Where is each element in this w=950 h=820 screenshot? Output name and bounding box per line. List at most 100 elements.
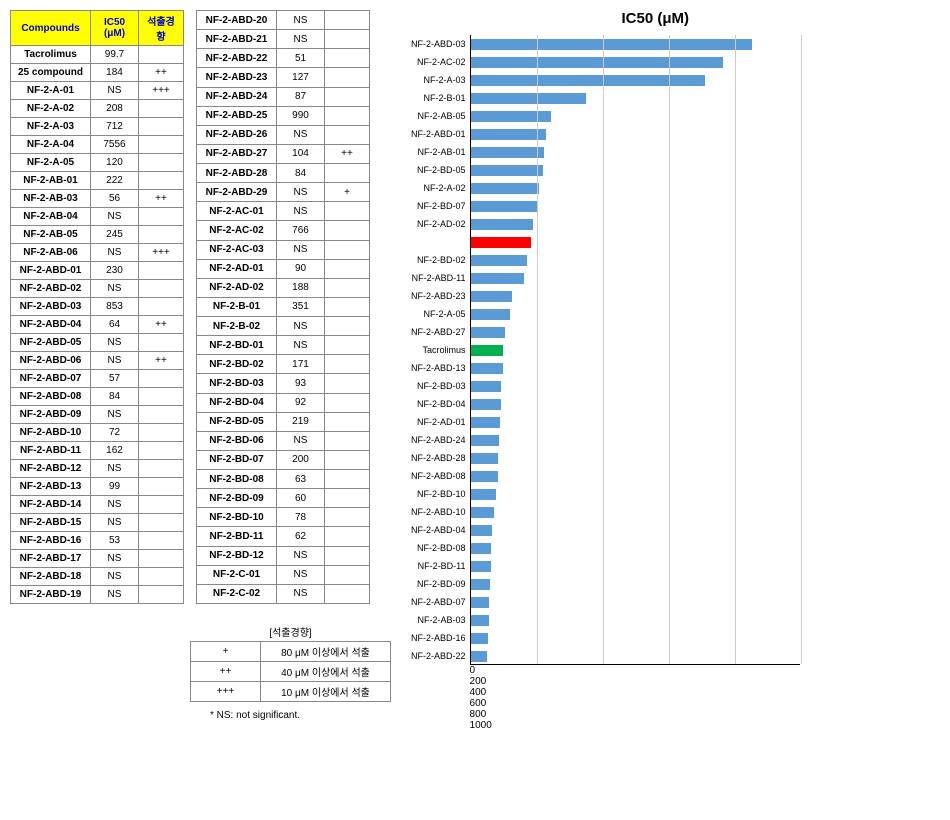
compounds-table-1: CompoundsIC50 (μM)석출경향Tacrolimus99.725 c…: [10, 10, 184, 604]
table-cell: 120: [91, 154, 139, 172]
table-row: NF-2-ABD-15NS: [11, 514, 184, 532]
table-cell: ++: [139, 316, 184, 334]
table-cell: [139, 442, 184, 460]
chart-bar: [471, 219, 533, 230]
table-cell: ++: [139, 64, 184, 82]
chart-bar: [471, 489, 497, 500]
chart-body: NF-2-ABD-03NF-2-AC-02NF-2-A-03NF-2-B-01N…: [411, 35, 800, 680]
table-cell: 99: [91, 478, 139, 496]
table-row: NF-2-BD-0393: [197, 374, 370, 393]
table-cell: NF-2-ABD-12: [11, 460, 91, 478]
chart-bar: [471, 147, 544, 158]
table-cell: [325, 164, 370, 183]
table-cell: NS: [91, 406, 139, 424]
table-row: NF-2-ABD-01230: [11, 262, 184, 280]
table-cell: 208: [91, 100, 139, 118]
table-cell: 200: [277, 450, 325, 469]
chart-bar-row: [471, 359, 800, 377]
chart-bar-row: [471, 35, 800, 53]
chart-x-label: 0: [470, 665, 800, 676]
table-row: NF-2-AC-02766: [197, 221, 370, 240]
table-cell: NF-2-BD-04: [197, 393, 277, 412]
chart-bar-row: [471, 593, 800, 611]
chart-y-label: NF-2-ABD-01: [411, 125, 466, 143]
chart-y-label: NF-2-ABD-11: [412, 269, 466, 287]
chart-bar: [471, 579, 491, 590]
chart-bar-row: [471, 557, 800, 575]
table-cell: NF-2-ABD-13: [11, 478, 91, 496]
table-row: NF-2-AB-04NS: [11, 208, 184, 226]
table-cell: NS: [277, 125, 325, 144]
table-cell: [139, 334, 184, 352]
table-cell: ++: [139, 352, 184, 370]
chart-bar: [471, 255, 527, 266]
chart-y-label: NF-2-BD-02: [417, 251, 466, 269]
chart-y-label: NF-2-AC-02: [417, 53, 466, 71]
table-cell: NF-2-ABD-25: [197, 106, 277, 125]
chart-x-axis: 02004006008001000: [470, 665, 800, 680]
table-row: NF-2-AB-05245: [11, 226, 184, 244]
table-cell: 92: [277, 393, 325, 412]
chart-x-label: 600: [470, 698, 800, 709]
table-cell: NF-2-AC-03: [197, 240, 277, 259]
table-row: NF-2-A-01NS+++: [11, 82, 184, 100]
table-cell: 90: [277, 259, 325, 278]
chart-bar-row: [471, 251, 800, 269]
chart-y-label: NF-2-B-01: [424, 89, 466, 107]
table-cell: NF-2-AB-01: [11, 172, 91, 190]
table-row: NF-2-ABD-11162: [11, 442, 184, 460]
table-cell: +++: [139, 244, 184, 262]
table-row: NF-2-ABD-23127: [197, 68, 370, 87]
chart-bar-row: [471, 503, 800, 521]
table-cell: [325, 278, 370, 297]
table-cell: NF-2-ABD-16: [11, 532, 91, 550]
chart-y-label: NF-2-AB-03: [418, 611, 466, 629]
table-cell: NF-2-AB-03: [11, 190, 91, 208]
tables-row: CompoundsIC50 (μM)석출경향Tacrolimus99.725 c…: [10, 10, 391, 604]
chart-y-label: NF-2-BD-09: [417, 575, 466, 593]
table-cell: 712: [91, 118, 139, 136]
table-cell: 351: [277, 297, 325, 316]
table-cell: NF-2-ABD-04: [11, 316, 91, 334]
table-row: NF-2-ABD-21NS: [197, 30, 370, 49]
chart-bar: [471, 273, 524, 284]
table-cell: NF-2-AB-05: [11, 226, 91, 244]
chart-bar: [471, 165, 543, 176]
chart-bar-row: [471, 125, 800, 143]
chart-bar-row: [471, 413, 800, 431]
table-row: NF-2-BD-05219: [197, 412, 370, 431]
chart-bar-row: [471, 143, 800, 161]
table-cell: ++: [139, 190, 184, 208]
table-cell: 7556: [91, 136, 139, 154]
table-row: NF-2-ABD-1653: [11, 532, 184, 550]
table-cell: NS: [91, 568, 139, 586]
table-row: NF-2-ABD-0884: [11, 388, 184, 406]
chart-plot-wrap: 02004006008001000: [470, 35, 800, 680]
table-cell: [139, 262, 184, 280]
table-row: NF-2-ABD-27104++: [197, 144, 370, 163]
chart-bar-row: [471, 233, 800, 251]
table-cell: ++: [325, 144, 370, 163]
table-cell: 219: [277, 412, 325, 431]
chart-bar-row: [471, 341, 800, 359]
chart-y-label: NF-2-BD-10: [417, 485, 466, 503]
table-cell: [325, 450, 370, 469]
table-cell: 62: [277, 527, 325, 546]
table-cell: 84: [91, 388, 139, 406]
table-cell: NS: [91, 82, 139, 100]
table-cell: NS: [277, 431, 325, 450]
legend-desc: 40 μM 이상에서 석출: [261, 662, 391, 682]
table-cell: [139, 172, 184, 190]
table-row: NF-2-ABD-12NS: [11, 460, 184, 478]
table-cell: [139, 118, 184, 136]
table-cell: 56: [91, 190, 139, 208]
chart-y-label: NF-2-ABD-13: [411, 359, 466, 377]
table-cell: [139, 550, 184, 568]
table-row: NF-2-ABD-03853: [11, 298, 184, 316]
chart-bar: [471, 57, 724, 68]
table-cell: [325, 584, 370, 603]
table-row: NF-2-ABD-14NS: [11, 496, 184, 514]
table-cell: 171: [277, 355, 325, 374]
chart-bar: [471, 417, 501, 428]
table-cell: NF-2-BD-05: [197, 412, 277, 431]
